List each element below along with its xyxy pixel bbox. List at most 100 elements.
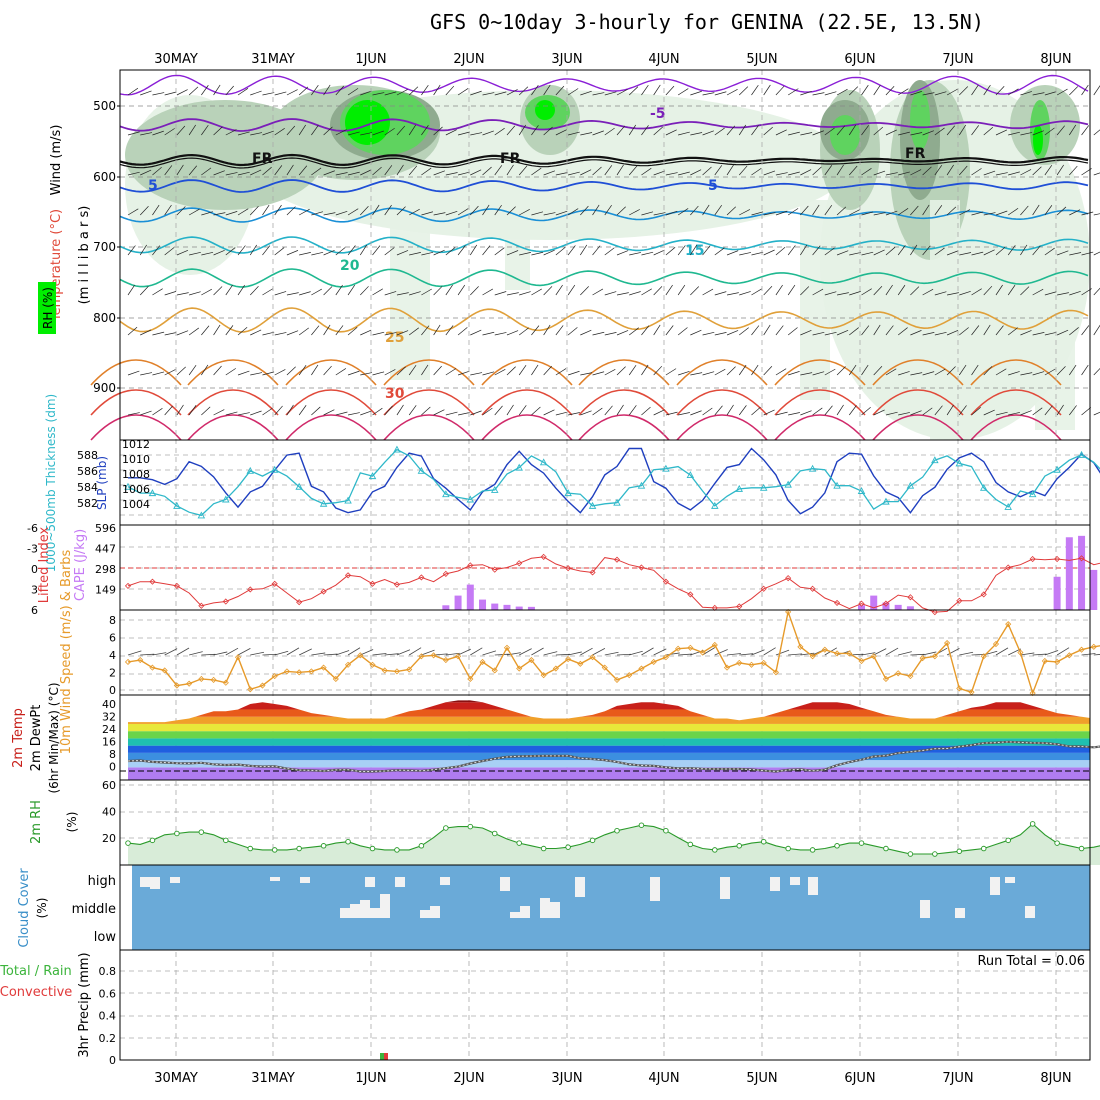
temperature-contour — [90, 389, 1062, 416]
wind-barb — [861, 288, 872, 296]
wind-barb — [250, 90, 262, 96]
thickness-point — [539, 458, 548, 466]
wind-barb — [274, 247, 285, 256]
rh-tick-label: 40 — [102, 806, 116, 819]
wind-barb — [299, 291, 311, 296]
thickness-point — [295, 482, 303, 490]
wind-barb — [775, 129, 787, 136]
wind-barb — [1020, 91, 1032, 96]
wind-barb — [445, 129, 457, 136]
wind-barb — [1056, 88, 1068, 96]
rh-point — [760, 838, 767, 845]
bottom-day-label: 7JUN — [942, 1071, 973, 1086]
wind-barb — [347, 370, 360, 376]
cloud-level-label: high — [88, 874, 116, 889]
wind-barb — [604, 247, 615, 256]
wind-barb — [616, 206, 626, 216]
wind-barb — [800, 132, 813, 136]
wind-barb — [897, 327, 908, 336]
wind-barb — [861, 168, 872, 176]
wind-barb — [849, 165, 858, 176]
thickness-point — [344, 496, 352, 504]
wind-speed-point — [1029, 690, 1036, 697]
wind-barb — [1069, 209, 1081, 216]
rh-area — [128, 823, 1100, 865]
wind-barb — [237, 88, 249, 96]
wind-barb — [127, 208, 139, 216]
temp-band — [128, 702, 1090, 710]
wind-barb — [934, 291, 947, 296]
rh2m-units-label: (%) — [65, 812, 79, 833]
temp-axis-label: 2m Temp — [11, 708, 26, 768]
wind-speed-point — [332, 675, 339, 683]
wind-barb — [1069, 165, 1078, 176]
wind-speed-point — [308, 668, 315, 675]
rh-axis-label: RH (%) — [41, 287, 55, 329]
wind-barb — [738, 364, 747, 376]
wind-barb — [1056, 250, 1069, 256]
precip-total-label: Total / Rain — [0, 964, 72, 979]
wind-barb — [543, 249, 555, 256]
slp-tick-label: 1006 — [122, 483, 150, 496]
wind-barb — [189, 251, 201, 256]
cloud-middle-bar — [350, 904, 360, 918]
wind-barb — [237, 245, 246, 256]
wind-barb — [384, 204, 392, 216]
wind-barb — [848, 124, 857, 136]
surface-wind-barb — [445, 652, 460, 656]
wind-barb — [457, 208, 469, 216]
bottom-day-label: 4JUN — [648, 1071, 679, 1086]
wind-barb — [812, 331, 825, 336]
cloud-middle-bar — [370, 908, 380, 918]
surface-wind-barb — [1081, 653, 1096, 656]
rh-point — [516, 840, 522, 846]
wind-barb — [910, 205, 919, 216]
wind-barb — [910, 286, 920, 296]
wind-barb — [1008, 171, 1020, 176]
thickness-point — [906, 481, 915, 489]
wind-speed-series — [127, 609, 1100, 696]
wind-barb — [934, 165, 943, 176]
wind-barb — [457, 88, 469, 96]
wind-barb — [910, 132, 923, 136]
rh-point — [932, 851, 938, 857]
surface-wind-barb — [678, 653, 693, 656]
cape-bar — [527, 606, 535, 610]
wind-barb — [934, 405, 943, 416]
wind-barb — [519, 291, 531, 296]
wind-barb — [543, 324, 551, 336]
temp-tick-label: 0 — [109, 761, 116, 774]
wind-speed-point — [907, 673, 914, 680]
wind-speed-point — [858, 657, 865, 665]
wind-barb — [983, 212, 996, 216]
wind-barb — [567, 88, 579, 96]
wind-barb — [372, 371, 385, 376]
wind-barb — [518, 364, 527, 376]
wind-barb — [861, 364, 869, 376]
wind-barb — [995, 129, 1008, 136]
wind-barb — [665, 210, 678, 216]
wind-barb — [201, 125, 209, 136]
wind-barb — [323, 170, 335, 176]
wind-speed-point — [601, 664, 608, 671]
wind-speed-point — [149, 664, 156, 671]
surface-wind-barb — [298, 648, 312, 656]
cape-tick-label: 298 — [95, 563, 116, 576]
wind-barb — [714, 291, 727, 296]
surface-wind-barb — [922, 651, 937, 656]
wind-barb — [384, 165, 393, 176]
wind-barb — [237, 131, 250, 136]
surface-wind-barb — [1020, 652, 1035, 656]
dewpoint-series-inner — [127, 741, 1100, 773]
surface-wind-barb — [1093, 654, 1100, 656]
lifted-index-point — [198, 602, 205, 609]
surface-wind-barb — [959, 651, 974, 656]
wind-speed-point — [821, 646, 828, 653]
precip-convective-bar — [384, 1053, 388, 1060]
wind-barb — [616, 250, 629, 256]
wind-barb — [592, 371, 605, 376]
thickness-point — [784, 480, 792, 488]
surface-wind-barb — [506, 652, 521, 656]
wind-barb — [176, 249, 189, 256]
wind-barb — [726, 88, 738, 96]
